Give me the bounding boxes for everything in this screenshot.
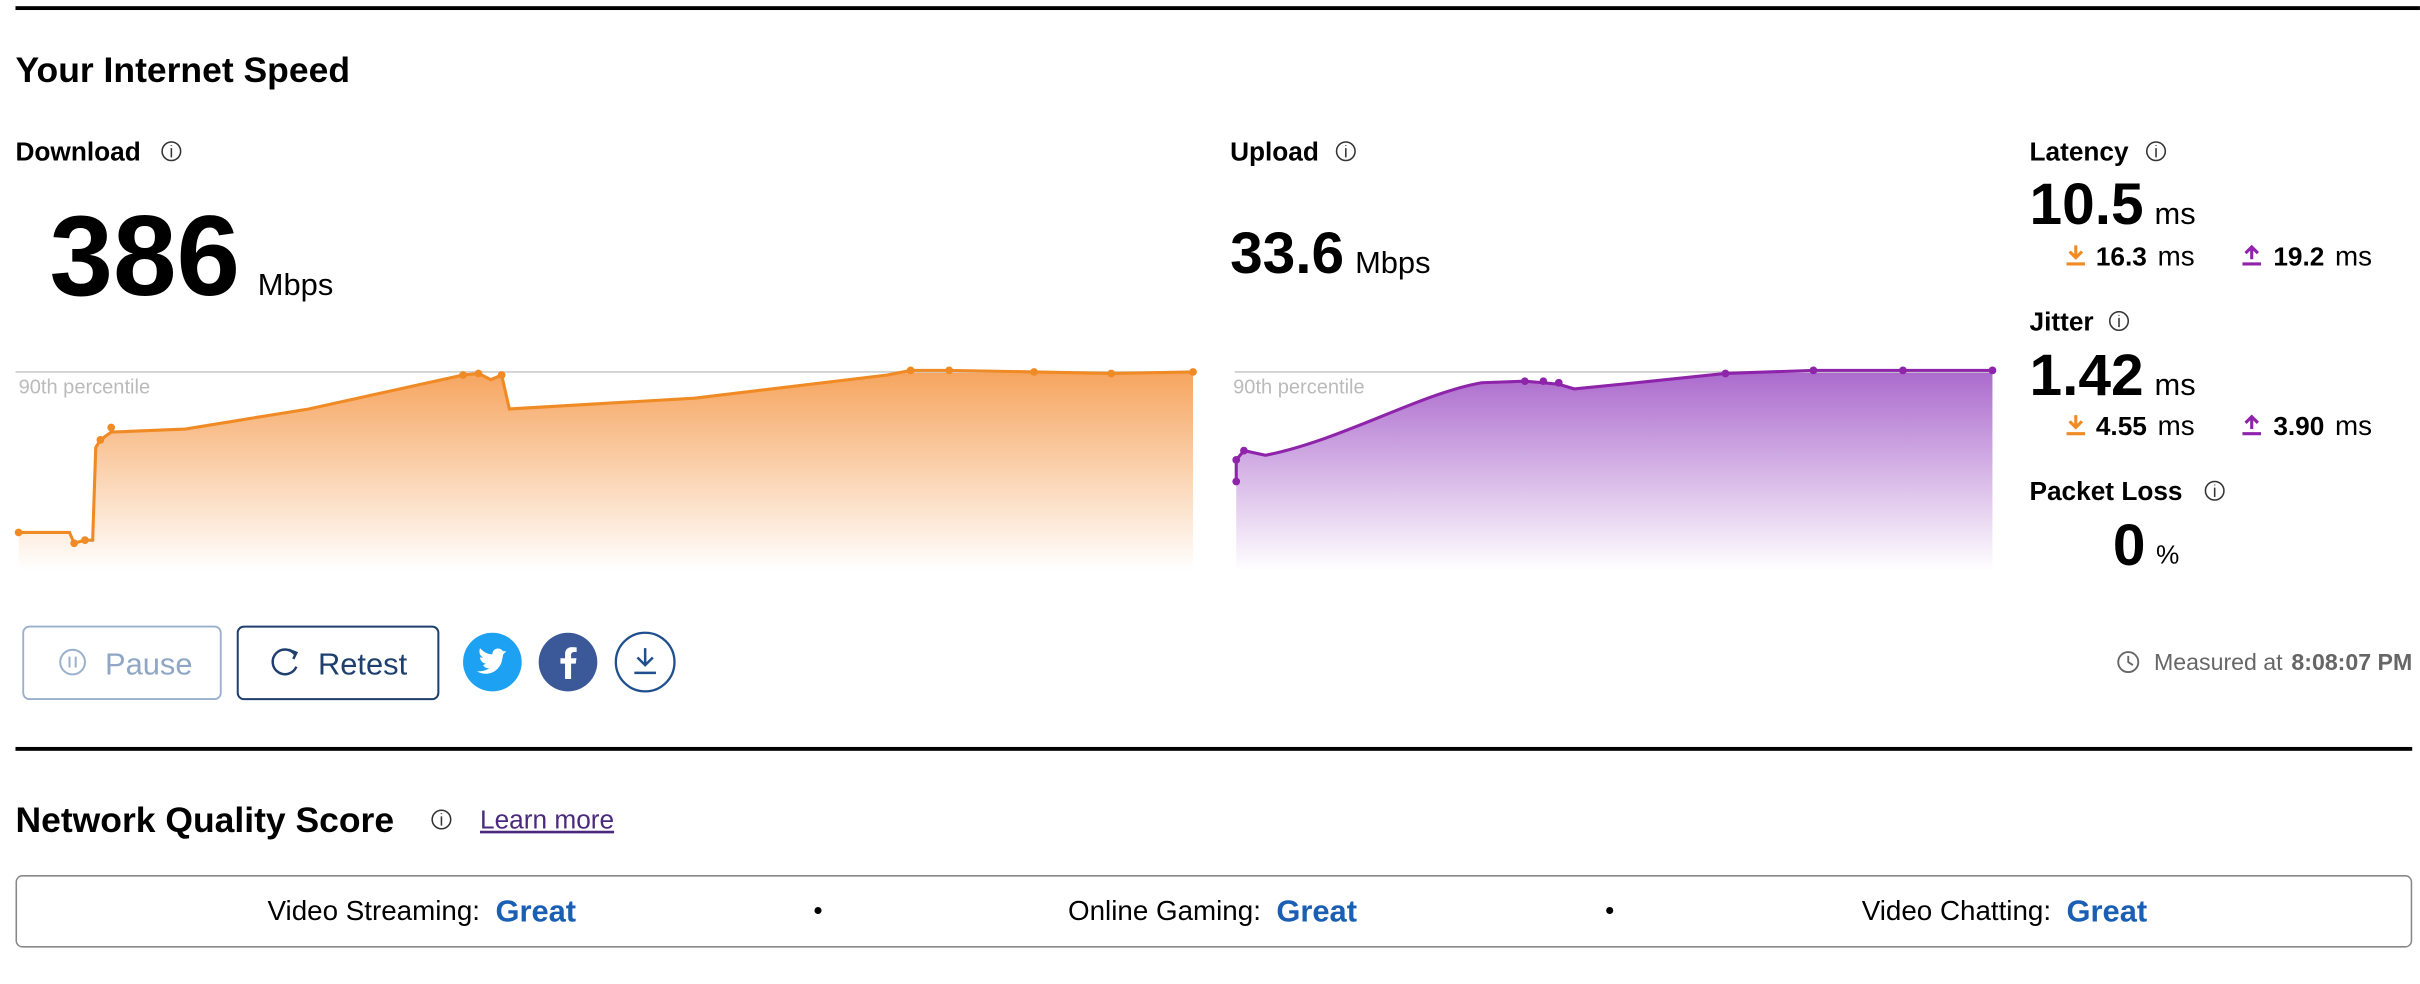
upload-unit: Mbps (1355, 245, 1430, 280)
jitter-unit: ms (2154, 367, 2195, 402)
quality-rating: Great (2067, 893, 2148, 928)
separator (1606, 906, 1614, 915)
jitter-upload-unit: ms (2335, 410, 2372, 441)
quality-rating: Great (1276, 893, 1357, 928)
percentile-label: 90th percentile (1233, 377, 1365, 399)
latency-upload-unit: ms (2335, 240, 2372, 271)
upload-icon (2242, 414, 2261, 436)
download-results-button[interactable] (614, 631, 676, 693)
learn-more-link[interactable]: Learn more (480, 805, 614, 835)
retest-label: Retest (318, 646, 408, 681)
download-chart: 90th percentile (14, 366, 1197, 572)
retest-button[interactable]: Retest (236, 625, 440, 701)
measured-label: Measured at (2154, 649, 2283, 675)
quality-box (15, 875, 2413, 948)
jitter-label: Jitter (2029, 306, 2093, 336)
jitter-download-unit: ms (2158, 410, 2195, 441)
info-icon (1335, 141, 1356, 162)
pause-label: Pause (105, 646, 193, 681)
divider (15, 6, 2420, 11)
download-icon (2066, 245, 2086, 266)
jitter-upload: 3.90 (2273, 411, 2324, 441)
quality-label: Online Gaming: (1068, 895, 1261, 926)
info-icon (2204, 480, 2225, 501)
download-label: Download (15, 137, 140, 167)
quality-label: Video Chatting: (1862, 895, 2051, 926)
upload-icon (2242, 244, 2261, 266)
download-area (18, 370, 1194, 572)
percentile-label: 90th percentile (19, 377, 151, 399)
info-icon (2146, 141, 2167, 162)
download-unit: Mbps (258, 267, 333, 302)
latency-download-unit: ms (2158, 240, 2195, 271)
separator (814, 906, 822, 915)
packet-loss-unit: % (2156, 539, 2179, 569)
packet-loss-value: 0 (2113, 513, 2146, 578)
download-icon (2066, 415, 2086, 436)
divider (15, 746, 2413, 751)
latency-label: Latency (2029, 137, 2129, 167)
quality-rating: Great (495, 893, 576, 928)
pause-button[interactable]: Pause (22, 625, 222, 701)
latency-value: 10.5 (2029, 172, 2143, 237)
upload-label: Upload (1230, 137, 1319, 167)
latency-upload: 19.2 (2273, 241, 2324, 271)
upload-line (1234, 368, 1993, 482)
download-value: 386 (49, 193, 240, 320)
quality-label: Video Streaming: (268, 895, 481, 926)
twitter-button[interactable] (463, 632, 522, 692)
info-icon (161, 141, 182, 162)
upload-area (1236, 370, 1993, 572)
measured-time: 8:08:07 PM (2291, 649, 2412, 675)
latency-download: 16.3 (2096, 241, 2147, 271)
facebook-button[interactable] (538, 632, 598, 692)
jitter-download: 4.55 (2096, 411, 2147, 441)
packet-loss-label: Packet Loss (2029, 476, 2182, 506)
info-icon (431, 809, 452, 830)
info-icon (2108, 310, 2130, 332)
upload-chart: 90th percentile (1232, 366, 1997, 572)
clock-icon (2117, 651, 2140, 674)
title: Your Internet Speed (15, 50, 350, 90)
latency-unit: ms (2154, 196, 2195, 231)
upload-value: 33.6 (1230, 221, 1344, 286)
jitter-value: 1.42 (2029, 343, 2143, 408)
quality-title: Network Quality Score (15, 800, 394, 840)
